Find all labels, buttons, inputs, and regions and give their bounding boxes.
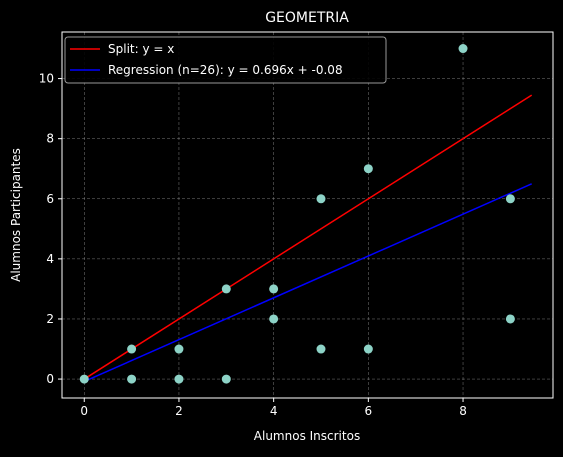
y-tick-label: 6 (46, 192, 54, 206)
x-tick-label: 0 (80, 404, 88, 418)
y-tick-label: 0 (46, 372, 54, 386)
split-line (83, 94, 533, 380)
data-point (269, 284, 279, 294)
x-tick-label: 4 (270, 404, 278, 418)
legend: Split: y = x Regression (n=26): y = 0.69… (64, 36, 387, 84)
data-point (505, 194, 515, 204)
data-point (221, 374, 231, 384)
regression-line (83, 183, 532, 383)
data-point (79, 374, 89, 384)
x-tick-label: 8 (459, 404, 467, 418)
x-tick-label: 2 (175, 404, 183, 418)
x-tick-label: 6 (365, 404, 373, 418)
chart-title: GEOMETRIA (265, 10, 349, 26)
data-point (174, 374, 184, 384)
data-point (127, 374, 137, 384)
legend-label-split: Split: y = x (108, 42, 174, 56)
data-point (174, 344, 184, 354)
y-tick-label: 8 (46, 132, 54, 146)
data-point (363, 344, 373, 354)
data-point (269, 314, 279, 324)
y-tick-label: 2 (46, 312, 54, 326)
data-point (127, 344, 137, 354)
y-tick-label: 4 (46, 252, 54, 266)
legend-label-regression: Regression (n=26): y = 0.696x + -0.08 (108, 63, 343, 77)
y-tick-label: 10 (39, 72, 54, 86)
data-point (316, 344, 326, 354)
y-axis-ticks: 0 2 4 6 8 10 (39, 72, 62, 386)
x-axis-ticks: 0 2 4 6 8 (80, 398, 467, 418)
lines-layer (83, 94, 533, 383)
data-point (505, 314, 515, 324)
data-point (316, 194, 326, 204)
x-axis-label: Alumnos Inscritos (254, 429, 360, 443)
data-point (458, 44, 468, 54)
legend-box (64, 36, 387, 84)
points-layer (79, 44, 515, 384)
plot-frame (61, 31, 554, 399)
y-axis-label: Alumnos Participantes (9, 148, 23, 282)
data-point (221, 284, 231, 294)
data-point (363, 164, 373, 174)
